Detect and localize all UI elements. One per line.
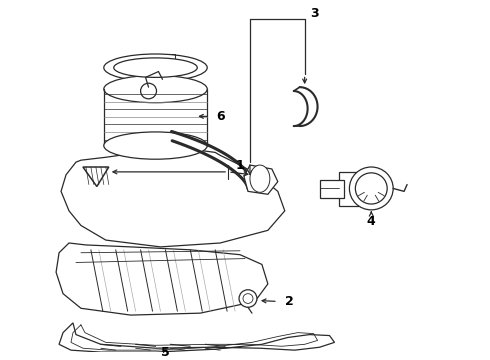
Text: 1: 1 xyxy=(236,158,245,172)
Polygon shape xyxy=(61,149,285,247)
Ellipse shape xyxy=(114,58,197,77)
Ellipse shape xyxy=(104,54,207,81)
Circle shape xyxy=(355,173,387,204)
Text: 2: 2 xyxy=(285,295,294,308)
Ellipse shape xyxy=(104,132,207,159)
Text: 3: 3 xyxy=(310,6,319,19)
Polygon shape xyxy=(83,167,109,186)
Text: 6: 6 xyxy=(216,110,224,123)
Polygon shape xyxy=(340,172,359,206)
Polygon shape xyxy=(319,180,344,198)
Polygon shape xyxy=(244,165,278,194)
Text: 4: 4 xyxy=(367,215,376,228)
Text: 5: 5 xyxy=(161,346,170,359)
Ellipse shape xyxy=(104,76,207,103)
Ellipse shape xyxy=(250,165,270,192)
Circle shape xyxy=(349,167,393,210)
Circle shape xyxy=(239,290,257,307)
Polygon shape xyxy=(59,323,335,352)
Polygon shape xyxy=(56,243,268,315)
